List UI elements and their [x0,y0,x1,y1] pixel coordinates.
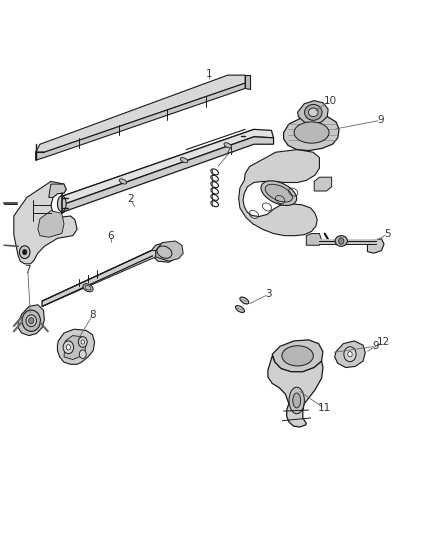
Text: 4: 4 [226,147,233,157]
Text: 10: 10 [323,95,336,106]
Circle shape [79,350,86,359]
Text: 5: 5 [384,229,391,239]
Polygon shape [239,150,319,236]
Circle shape [28,318,34,324]
Polygon shape [335,341,365,368]
Polygon shape [151,243,177,262]
Text: 6: 6 [107,231,114,241]
Ellipse shape [22,310,40,332]
Polygon shape [35,83,245,160]
Text: 2: 2 [127,194,134,204]
Ellipse shape [294,122,329,143]
Polygon shape [42,251,155,306]
Text: 3: 3 [265,289,272,299]
Polygon shape [155,241,183,261]
Ellipse shape [335,236,347,246]
Text: 9: 9 [373,341,379,351]
Ellipse shape [261,181,297,205]
Polygon shape [367,239,384,253]
Polygon shape [268,356,323,427]
Circle shape [348,352,352,357]
Ellipse shape [119,179,127,184]
Ellipse shape [236,305,244,312]
Ellipse shape [282,346,313,366]
Circle shape [81,340,85,344]
Ellipse shape [240,297,249,304]
Polygon shape [306,233,321,245]
Circle shape [66,345,71,350]
Ellipse shape [83,284,93,292]
Polygon shape [18,305,44,336]
Polygon shape [245,75,250,90]
Polygon shape [314,177,332,191]
Text: 8: 8 [89,310,95,320]
Polygon shape [272,340,323,372]
Text: 9: 9 [377,115,384,125]
Ellipse shape [265,184,293,202]
Text: 1: 1 [206,69,212,79]
Circle shape [22,249,27,255]
Text: 7: 7 [25,265,31,274]
Polygon shape [49,184,66,197]
Ellipse shape [57,196,66,212]
Ellipse shape [289,387,304,414]
Circle shape [339,238,344,244]
Polygon shape [64,336,86,360]
Polygon shape [62,130,274,209]
Ellipse shape [224,143,231,148]
Ellipse shape [180,158,188,163]
Polygon shape [62,137,274,213]
Polygon shape [35,75,245,152]
Polygon shape [38,211,64,237]
Polygon shape [14,181,77,264]
Polygon shape [62,130,256,200]
Circle shape [78,337,87,348]
Text: 12: 12 [377,337,390,347]
Text: 11: 11 [318,403,331,414]
Circle shape [344,347,356,362]
Circle shape [63,341,74,354]
Ellipse shape [26,315,36,327]
Ellipse shape [293,393,300,408]
Circle shape [19,246,30,259]
Polygon shape [297,101,328,124]
Polygon shape [42,251,152,306]
Polygon shape [57,329,95,365]
Ellipse shape [304,104,322,120]
Polygon shape [284,115,339,151]
Ellipse shape [308,108,318,117]
